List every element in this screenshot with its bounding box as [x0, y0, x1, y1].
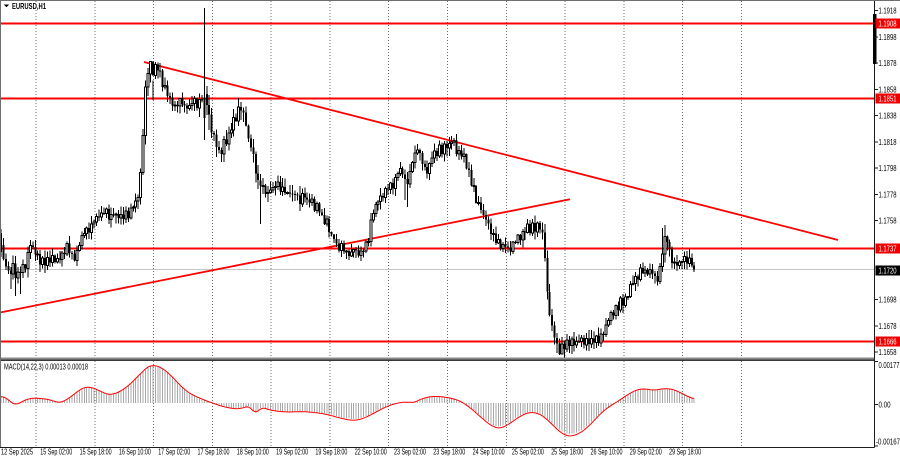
svg-text:12 Sep 2025: 12 Sep 2025 — [1, 448, 33, 457]
svg-text:1.1798: 1.1798 — [879, 164, 897, 173]
svg-text:19 Sep 02:00: 19 Sep 02:00 — [276, 448, 308, 457]
svg-text:1.1666: 1.1666 — [879, 338, 897, 347]
svg-text:1.1851: 1.1851 — [879, 95, 897, 104]
svg-text:-0.00167: -0.00167 — [876, 438, 900, 447]
svg-text:1.1818: 1.1818 — [879, 138, 897, 147]
svg-text:1.1698: 1.1698 — [879, 296, 897, 305]
svg-text:0.00: 0.00 — [879, 400, 891, 409]
svg-text:15 Sep 18:00: 15 Sep 18:00 — [80, 448, 112, 457]
svg-text:1.1658: 1.1658 — [879, 348, 897, 357]
svg-text:1.1898: 1.1898 — [879, 33, 897, 42]
svg-text:1.1838: 1.1838 — [879, 112, 897, 121]
svg-text:1.1858: 1.1858 — [879, 85, 897, 94]
svg-text:19 Sep 18:00: 19 Sep 18:00 — [315, 448, 347, 457]
svg-text:1.1758: 1.1758 — [879, 217, 897, 226]
svg-text:17 Sep 18:00: 17 Sep 18:00 — [198, 448, 230, 457]
svg-text:25 Sep 02:00: 25 Sep 02:00 — [512, 448, 544, 457]
svg-text:1.1908: 1.1908 — [879, 20, 897, 29]
svg-text:EURUSD,H1: EURUSD,H1 — [12, 2, 46, 11]
svg-text:1.1678: 1.1678 — [879, 322, 897, 331]
svg-text:1.1918: 1.1918 — [879, 7, 897, 16]
svg-text:18 Sep 10:00: 18 Sep 10:00 — [237, 448, 269, 457]
svg-text:1.1878: 1.1878 — [879, 59, 897, 68]
svg-text:23 Sep 18:00: 23 Sep 18:00 — [433, 448, 465, 457]
svg-text:22 Sep 10:00: 22 Sep 10:00 — [355, 448, 387, 457]
svg-text:MACD(14,22,3) 0.00013 0.00018: MACD(14,22,3) 0.00013 0.00018 — [4, 363, 88, 372]
svg-text:16 Sep 10:00: 16 Sep 10:00 — [119, 448, 151, 457]
svg-text:29 Sep 02:00: 29 Sep 02:00 — [630, 448, 662, 457]
svg-text:29 Sep 18:00: 29 Sep 18:00 — [669, 448, 701, 457]
svg-text:1.1720: 1.1720 — [879, 267, 897, 276]
svg-text:26 Sep 10:00: 26 Sep 10:00 — [591, 448, 623, 457]
svg-text:1.1737: 1.1737 — [879, 244, 897, 253]
svg-text:25 Sep 18:00: 25 Sep 18:00 — [551, 448, 583, 457]
svg-text:24 Sep 10:00: 24 Sep 10:00 — [473, 448, 505, 457]
svg-text:1.1778: 1.1778 — [879, 190, 897, 199]
svg-text:15 Sep 02:00: 15 Sep 02:00 — [40, 448, 72, 457]
svg-text:23 Sep 02:00: 23 Sep 02:00 — [394, 448, 426, 457]
svg-text:17 Sep 02:00: 17 Sep 02:00 — [158, 448, 190, 457]
svg-text:0.00177: 0.00177 — [879, 361, 900, 370]
